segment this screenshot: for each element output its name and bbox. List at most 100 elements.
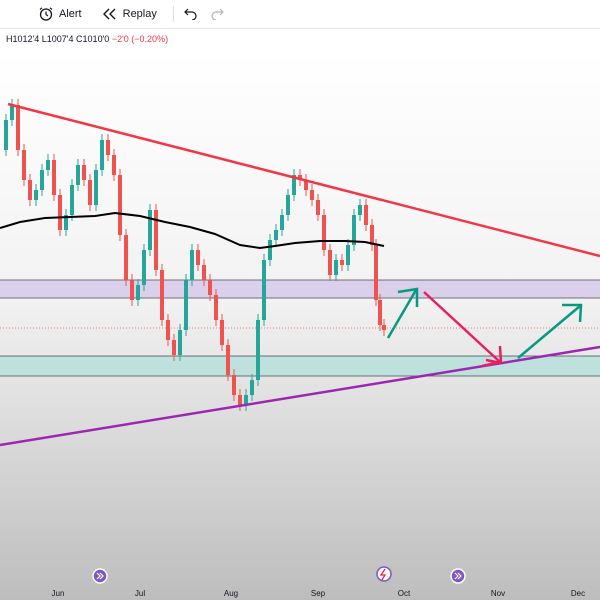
candle-down (214, 295, 218, 320)
x-tick-label: Dec (571, 589, 585, 598)
redo-button[interactable] (204, 0, 230, 28)
x-tick-label: Oct (398, 589, 411, 598)
candle-down (160, 270, 164, 320)
resistance-trendline (7, 102, 600, 258)
chart-toolbar: Alert Replay (0, 0, 600, 29)
candle-down (340, 260, 344, 265)
candle-up (184, 280, 188, 330)
projection-down-arrow (423, 291, 503, 365)
candle-down (166, 320, 170, 340)
candle-down (130, 280, 134, 300)
candle-up (4, 120, 8, 150)
candlestick-series (4, 99, 386, 411)
candle-up (76, 165, 80, 185)
x-tick-label: Sep (311, 589, 326, 598)
candle-up (334, 260, 338, 275)
candle-up (280, 215, 284, 230)
candle-down (364, 205, 368, 225)
candle-up (358, 205, 362, 215)
price-chart[interactable]: Jun Jul Aug Sep Oct Nov Dec (0, 52, 600, 600)
candle-up (148, 210, 152, 250)
candle-down (112, 155, 116, 175)
toolbar-separator (172, 6, 174, 22)
alert-button[interactable]: Alert (32, 0, 88, 28)
candle-up (244, 395, 248, 405)
event-markers (92, 566, 466, 584)
candle-down (316, 200, 320, 215)
high-value: H1012'4 (6, 34, 40, 44)
event-marker-1[interactable] (92, 568, 108, 584)
candle-up (250, 380, 254, 395)
moving-average-line (0, 211, 385, 250)
candle-down (220, 320, 224, 345)
candle-down (208, 280, 212, 295)
candle-down (382, 325, 386, 330)
candle-up (178, 330, 182, 355)
projection-up-arrow-1 (386, 287, 419, 339)
candle-down (378, 300, 382, 325)
candle-down (238, 395, 242, 405)
undo-button[interactable] (178, 0, 204, 28)
candle-up (292, 175, 296, 195)
change-value: −2'0 (−0.20%) (111, 34, 169, 44)
x-tick-label: Jul (135, 589, 145, 598)
candle-down (328, 250, 332, 275)
resistance-zone (0, 280, 600, 298)
x-tick-label: Nov (491, 589, 505, 598)
candle-up (10, 105, 14, 120)
candle-up (346, 245, 350, 265)
candle-up (100, 140, 104, 170)
undo-icon (184, 8, 197, 20)
rewind-icon (102, 8, 116, 20)
ohlc-legend: H1012'4 L1007'4 C1010'0 −2'0 (−0.20%) (6, 34, 168, 44)
candle-up (268, 240, 272, 260)
candle-up (34, 190, 38, 200)
candle-up (136, 285, 140, 300)
event-marker-2[interactable] (376, 566, 392, 582)
x-tick-label: Aug (224, 589, 238, 598)
alert-label: Alert (59, 8, 82, 20)
candle-up (142, 250, 146, 285)
candle-up (256, 320, 260, 380)
support-zone (0, 356, 600, 376)
candle-down (322, 215, 326, 250)
candle-up (46, 160, 50, 170)
candle-down (58, 195, 62, 230)
candle-down (124, 235, 128, 280)
candle-down (88, 180, 92, 205)
candle-up (40, 170, 44, 190)
candle-down (226, 345, 230, 375)
candle-down (16, 105, 20, 150)
candle-up (190, 250, 194, 280)
projection-up-arrow-2 (517, 303, 583, 359)
projection-zigzag (481, 360, 501, 368)
alarm-clock-icon (39, 7, 53, 21)
candle-up (274, 230, 278, 240)
candle-down (154, 210, 158, 270)
chart-background (0, 52, 600, 600)
candle-down (82, 165, 86, 180)
candle-up (352, 215, 356, 245)
candle-down (22, 150, 26, 180)
x-axis: Jun Jul Aug Sep Oct Nov Dec (52, 589, 586, 598)
redo-icon (211, 8, 224, 20)
candle-down (304, 180, 308, 190)
replay-label: Replay (122, 8, 157, 20)
candle-down (28, 180, 32, 200)
candle-up (286, 195, 290, 215)
candle-down (374, 245, 378, 300)
candle-up (94, 170, 98, 205)
candle-down (232, 375, 236, 395)
x-tick-label: Jun (52, 589, 65, 598)
candle-up (262, 260, 266, 320)
candle-up (64, 215, 68, 230)
close-value: C1010'0 (76, 34, 110, 44)
candle-down (172, 340, 176, 355)
candle-down (310, 190, 314, 200)
event-marker-3[interactable] (450, 568, 466, 584)
candle-down (298, 175, 302, 180)
replay-button[interactable]: Replay (96, 0, 163, 28)
candle-down (106, 140, 110, 155)
low-value: L1007'4 (41, 34, 74, 44)
candle-down (196, 250, 200, 265)
